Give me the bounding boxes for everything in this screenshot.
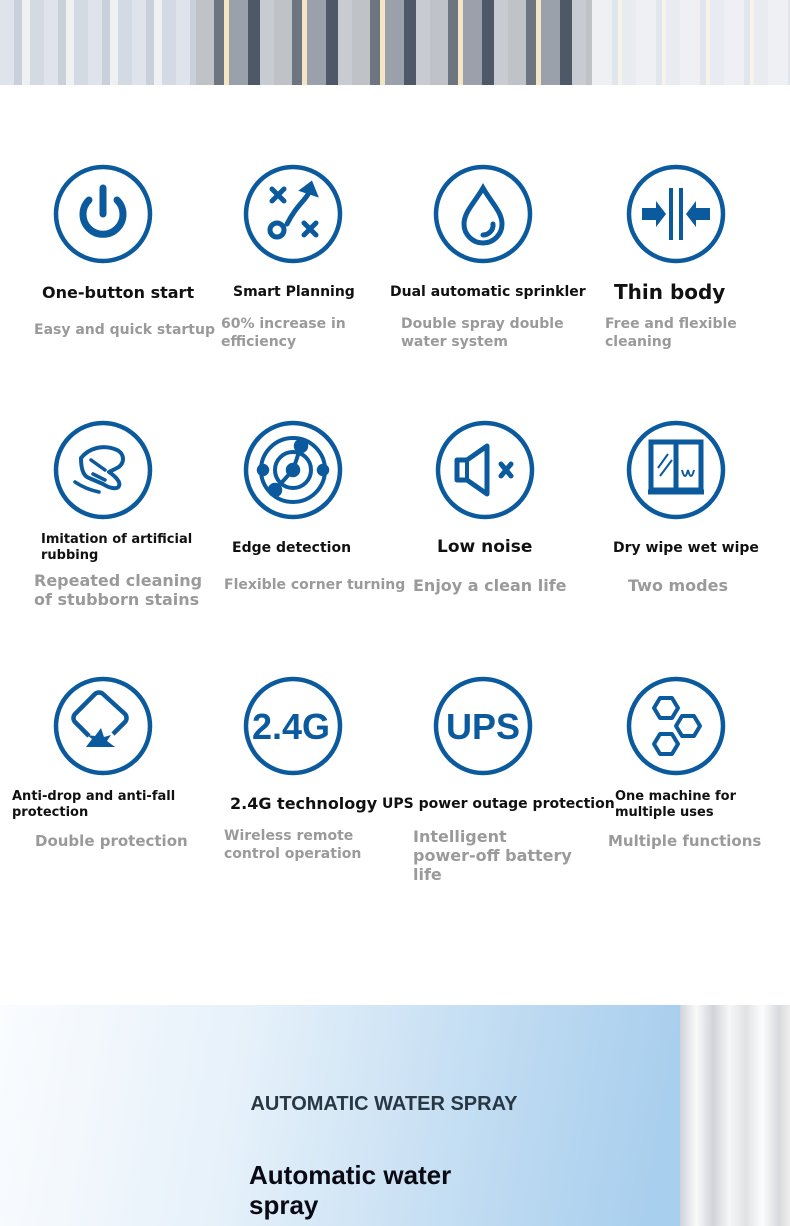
icon-text: 2.4G [252,706,330,747]
water-drop-icon [433,164,533,264]
feature-title: Edge detection [232,540,352,556]
thin-body-arrows-icon [626,164,726,264]
power-icon [53,164,153,264]
feature-title: Thin body [614,280,726,304]
spray-section-background [0,1005,680,1226]
feature-subtitle: Repeated cleaning of stubborn stains [34,571,203,610]
radar-sensor-icon [243,420,343,520]
hexagons-icon [626,676,726,776]
feature-title: 2.4G technology [230,794,378,813]
feature-title: Smart Planning [233,284,355,300]
feature-subtitle: Two modes [628,576,728,595]
feature-title: Imitation of artificial rubbing [41,532,193,563]
feature-title: Low noise [437,537,533,557]
feature-subtitle: Enjoy a clean life [413,576,567,595]
feature-title: One-button start [42,283,195,302]
feature-subtitle: Easy and quick startup [34,322,215,338]
svg-text:2.4G: 2.4G [252,706,330,747]
feature-title: Dry wipe wet wipe [613,540,759,556]
wireless-2-4g-icon: 2.4G [243,676,343,776]
feature-subtitle: Flexible corner turning [224,577,406,593]
anti-drop-icon [53,676,153,776]
product-edge-image [680,1005,790,1226]
icon-text: UPS [446,706,520,747]
feature-title: Dual automatic sprinkler [390,284,586,300]
feature-subtitle: Free and flexible cleaning [605,316,737,350]
feature-subtitle: Multiple functions [608,832,762,850]
top-banner-image [0,0,790,85]
section-title: Automatic water spray [249,1160,452,1220]
speaker-mute-icon [435,420,535,520]
svg-text:UPS: UPS [446,706,520,747]
feature-title: Anti-drop and anti-fall protection [12,789,176,820]
feature-subtitle: Double spray double water system [401,316,564,350]
feature-title: One machine for multiple uses [615,789,736,820]
ups-icon: UPS [433,676,533,776]
section-heading: AUTOMATIC WATER SPRAY [250,1093,518,1115]
route-planning-icon [243,164,343,264]
window-icon [626,420,726,520]
hand-wipe-icon [53,420,153,520]
feature-subtitle: Intelligent power-off battery life [413,827,572,885]
feature-title: UPS power outage protection [382,796,615,812]
feature-subtitle: 60% increase in efficiency [221,316,346,350]
feature-subtitle: Wireless remote control operation [224,828,362,862]
feature-subtitle: Double protection [35,832,188,850]
